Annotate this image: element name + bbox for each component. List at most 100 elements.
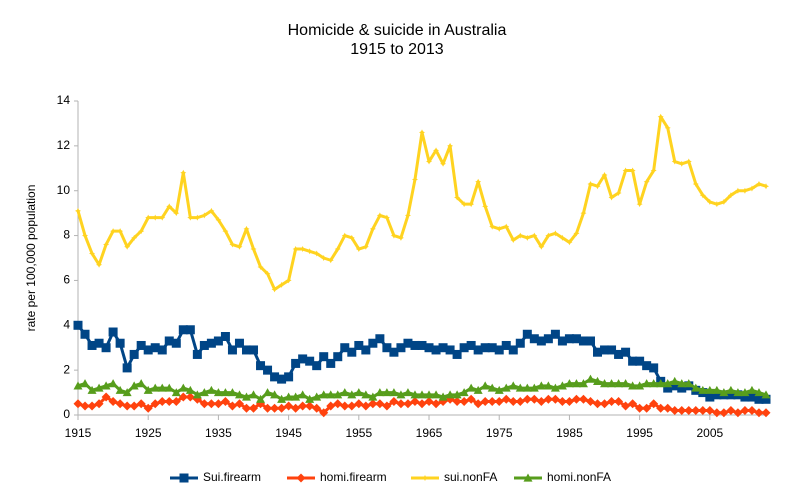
- marker: [475, 178, 482, 185]
- marker: [236, 243, 243, 250]
- marker: [433, 147, 440, 154]
- marker: [761, 408, 771, 418]
- y-tick-label: 8: [63, 228, 70, 242]
- marker: [642, 361, 652, 371]
- marker: [510, 237, 517, 244]
- marker: [740, 392, 750, 402]
- marker: [284, 401, 294, 411]
- marker: [361, 401, 371, 411]
- marker: [468, 201, 475, 208]
- marker: [564, 334, 574, 344]
- marker: [417, 399, 427, 409]
- marker: [628, 399, 638, 409]
- marker: [403, 388, 413, 397]
- marker: [340, 343, 350, 353]
- marker: [389, 347, 399, 357]
- marker: [564, 379, 574, 388]
- marker: [663, 379, 673, 388]
- marker: [389, 397, 399, 407]
- legend-marker: [523, 473, 533, 482]
- marker: [494, 397, 504, 407]
- marker: [136, 379, 146, 388]
- marker: [270, 403, 280, 413]
- marker: [382, 343, 392, 353]
- marker: [185, 385, 195, 394]
- marker: [89, 250, 96, 257]
- marker: [94, 338, 104, 348]
- marker: [138, 228, 145, 235]
- marker: [355, 246, 362, 253]
- marker: [410, 397, 420, 407]
- marker: [657, 113, 664, 120]
- marker: [241, 392, 251, 401]
- marker: [684, 406, 694, 416]
- marker: [424, 343, 434, 353]
- marker: [101, 392, 111, 402]
- marker: [557, 336, 567, 346]
- marker: [403, 399, 413, 409]
- marker: [164, 336, 174, 346]
- marker: [340, 401, 350, 411]
- marker: [431, 345, 441, 355]
- marker: [73, 320, 83, 330]
- marker: [347, 390, 357, 399]
- marker: [319, 408, 329, 418]
- marker: [571, 394, 581, 404]
- marker: [136, 340, 146, 350]
- marker: [171, 388, 181, 397]
- marker: [621, 379, 631, 388]
- marker: [192, 390, 202, 399]
- marker: [480, 343, 490, 353]
- marker: [459, 388, 469, 397]
- marker: [677, 406, 687, 416]
- marker: [361, 345, 371, 355]
- marker: [536, 381, 546, 390]
- marker: [550, 394, 560, 404]
- legend-label: homi.firearm: [320, 470, 387, 484]
- marker: [473, 385, 483, 394]
- marker: [73, 381, 83, 390]
- marker: [487, 343, 497, 353]
- legend-marker: [422, 475, 428, 481]
- marker: [87, 340, 97, 350]
- marker: [108, 327, 118, 337]
- marker: [389, 388, 399, 397]
- marker: [333, 390, 343, 399]
- series: [73, 392, 771, 418]
- marker: [685, 158, 692, 165]
- marker: [220, 397, 230, 407]
- marker: [250, 246, 257, 253]
- marker: [733, 388, 743, 397]
- marker: [571, 334, 581, 344]
- marker: [628, 356, 638, 366]
- marker: [185, 325, 195, 335]
- marker: [529, 394, 539, 404]
- marker: [285, 277, 292, 284]
- marker: [201, 212, 208, 219]
- marker: [117, 228, 124, 235]
- marker: [726, 385, 736, 394]
- marker: [466, 340, 476, 350]
- marker: [452, 397, 462, 407]
- marker: [677, 379, 687, 388]
- marker: [501, 394, 511, 404]
- marker: [178, 383, 188, 392]
- legend-marker: [179, 473, 189, 483]
- marker: [487, 397, 497, 407]
- marker: [614, 349, 624, 359]
- legend-label: homi.nonFA: [547, 470, 611, 484]
- marker: [747, 406, 757, 416]
- marker: [129, 349, 139, 359]
- marker: [593, 399, 603, 409]
- marker: [748, 185, 755, 192]
- marker: [593, 347, 603, 357]
- marker: [115, 385, 125, 394]
- marker: [410, 340, 420, 350]
- marker: [480, 397, 490, 407]
- marker: [82, 232, 89, 239]
- marker: [621, 401, 631, 411]
- marker: [159, 214, 166, 221]
- marker: [459, 343, 469, 353]
- marker: [445, 345, 455, 355]
- marker: [607, 379, 617, 388]
